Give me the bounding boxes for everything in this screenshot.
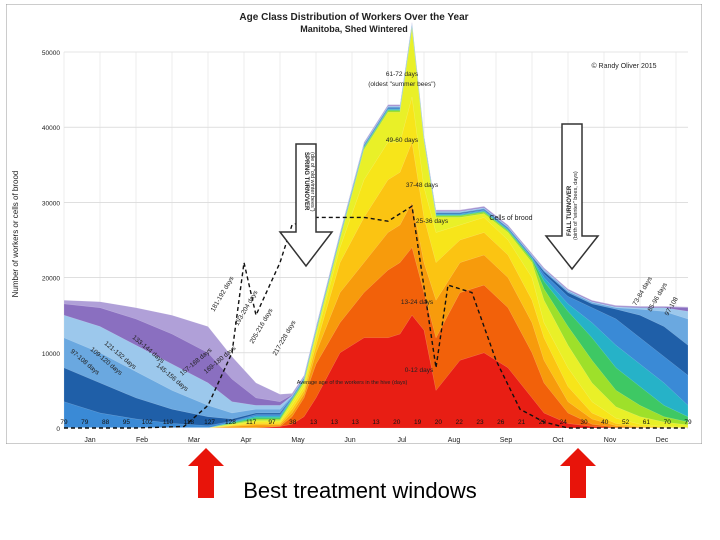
average-age-number: 128 [225, 419, 236, 426]
series-area-1 [64, 247, 688, 429]
series-area-0 [64, 314, 688, 429]
average-age-caption: Average age of the workers in the hive (… [297, 380, 408, 386]
brood-line [64, 205, 688, 429]
average-age-number: 79 [81, 419, 89, 426]
copyright-text: © Randy Oliver 2015 [591, 62, 656, 70]
y-tick-label: 0 [56, 426, 60, 433]
average-age-number: 13 [310, 419, 318, 426]
spring-turnover-arrow: SPRING TURNOVER (die of "old winter bees… [278, 143, 334, 268]
y-tick-label: 30000 [42, 200, 60, 207]
month-label: Mar [188, 437, 201, 444]
chart-svg: Age Class Distribution of Workers Over t… [6, 4, 702, 444]
average-age-number: 88 [102, 419, 110, 426]
average-age-number: 38 [289, 419, 297, 426]
average-age-number: 24 [560, 419, 568, 426]
month-label: Oct [553, 437, 564, 444]
y-tick-label: 40000 [42, 125, 60, 132]
average-age-number: 19 [414, 419, 422, 426]
average-age-number: 26 [497, 419, 505, 426]
best-window-arrow-fall [560, 448, 596, 498]
average-age-number: 97 [268, 419, 276, 426]
label-37-48: 37-48 days [406, 182, 439, 189]
average-age-number: 40 [601, 419, 609, 426]
y-tick-label: 10000 [42, 351, 60, 358]
average-age-number: 23 [476, 419, 484, 426]
label-0-12: 0-12 days [405, 367, 434, 374]
average-age-number: 117 [246, 419, 257, 426]
label-61-72: 61-72 days [386, 71, 419, 78]
average-age-number: 20 [435, 419, 443, 426]
label-25-36: 25-36 days [416, 218, 449, 225]
average-age-number: 61 [643, 419, 651, 426]
best-window-arrow-spring [188, 448, 224, 498]
month-label: Aug [448, 437, 461, 444]
series-areas [63, 21, 689, 429]
label-cells-of-brood: Cells of brood [489, 215, 532, 222]
age-class-chart: Age Class Distribution of Workers Over t… [6, 4, 702, 444]
average-age-number: 95 [123, 419, 131, 426]
average-age-number: 22 [456, 419, 464, 426]
average-age-number: 70 [664, 419, 672, 426]
month-label: May [291, 437, 305, 444]
average-age-number: 20 [393, 419, 401, 426]
y-tick-label: 20000 [42, 276, 60, 283]
month-label: Jun [344, 437, 355, 444]
y-axis-label: Number of workers or cells of brood [11, 171, 20, 298]
average-age-number: 22 [539, 419, 547, 426]
best-treatment-caption: Best treatment windows [243, 478, 477, 503]
average-age-number: 79 [684, 419, 692, 426]
average-age-number: 52 [622, 419, 630, 426]
fall-turnover-arrow: FALL TURNOVER (birth of "winter" bees, d… [544, 123, 600, 271]
spring-turnover-sublabel: (die of "old winter bees") [309, 152, 315, 212]
month-tick-labels: Jan Feb Mar Apr May Jun Jul Aug Sep Oct Nov Dec [84, 437, 668, 444]
month-label: Sep [500, 437, 513, 444]
y-tick-labels: 0 10000 20000 30000 40000 50000 [42, 50, 60, 433]
y-tick-label: 50000 [42, 50, 60, 57]
month-label: Dec [656, 437, 669, 444]
average-age-number: 102 [142, 419, 153, 426]
fall-turnover-sublabel: (birth of "winter" bees, days) [573, 171, 579, 240]
average-age-numbers: 79 79 88 95 102 110 118 127 128 117 97 38 13 13 13 13 20… [60, 419, 692, 426]
month-label: Jan [84, 437, 95, 444]
chart-title: Age Class Distribution of Workers Over t… [239, 12, 468, 23]
average-age-number: 13 [352, 419, 360, 426]
average-age-number: 118 [184, 419, 195, 426]
month-label: Feb [136, 437, 148, 444]
average-age-number: 110 [163, 419, 174, 426]
brood-dashed-line [64, 205, 688, 429]
month-label: Jul [398, 437, 407, 444]
fall-turnover-label: FALL TURNOVER [567, 185, 573, 236]
average-age-number: 30 [580, 419, 588, 426]
average-age-number: 13 [331, 419, 339, 426]
spring-turnover-label: SPRING TURNOVER [303, 152, 309, 211]
average-age-number: 21 [518, 419, 526, 426]
average-age-number: 127 [204, 419, 215, 426]
label-13-24: 13-24 days [401, 299, 434, 306]
label-49-60: 49-60 days [386, 137, 419, 144]
chart-subtitle: Manitoba, Shed Wintered [300, 24, 407, 34]
average-age-number: 13 [372, 419, 380, 426]
month-label: Nov [604, 437, 617, 444]
label-61-72-sub: (oldest "summer bees") [368, 81, 435, 88]
average-age-number: 79 [60, 419, 68, 426]
month-label: Apr [241, 437, 253, 444]
